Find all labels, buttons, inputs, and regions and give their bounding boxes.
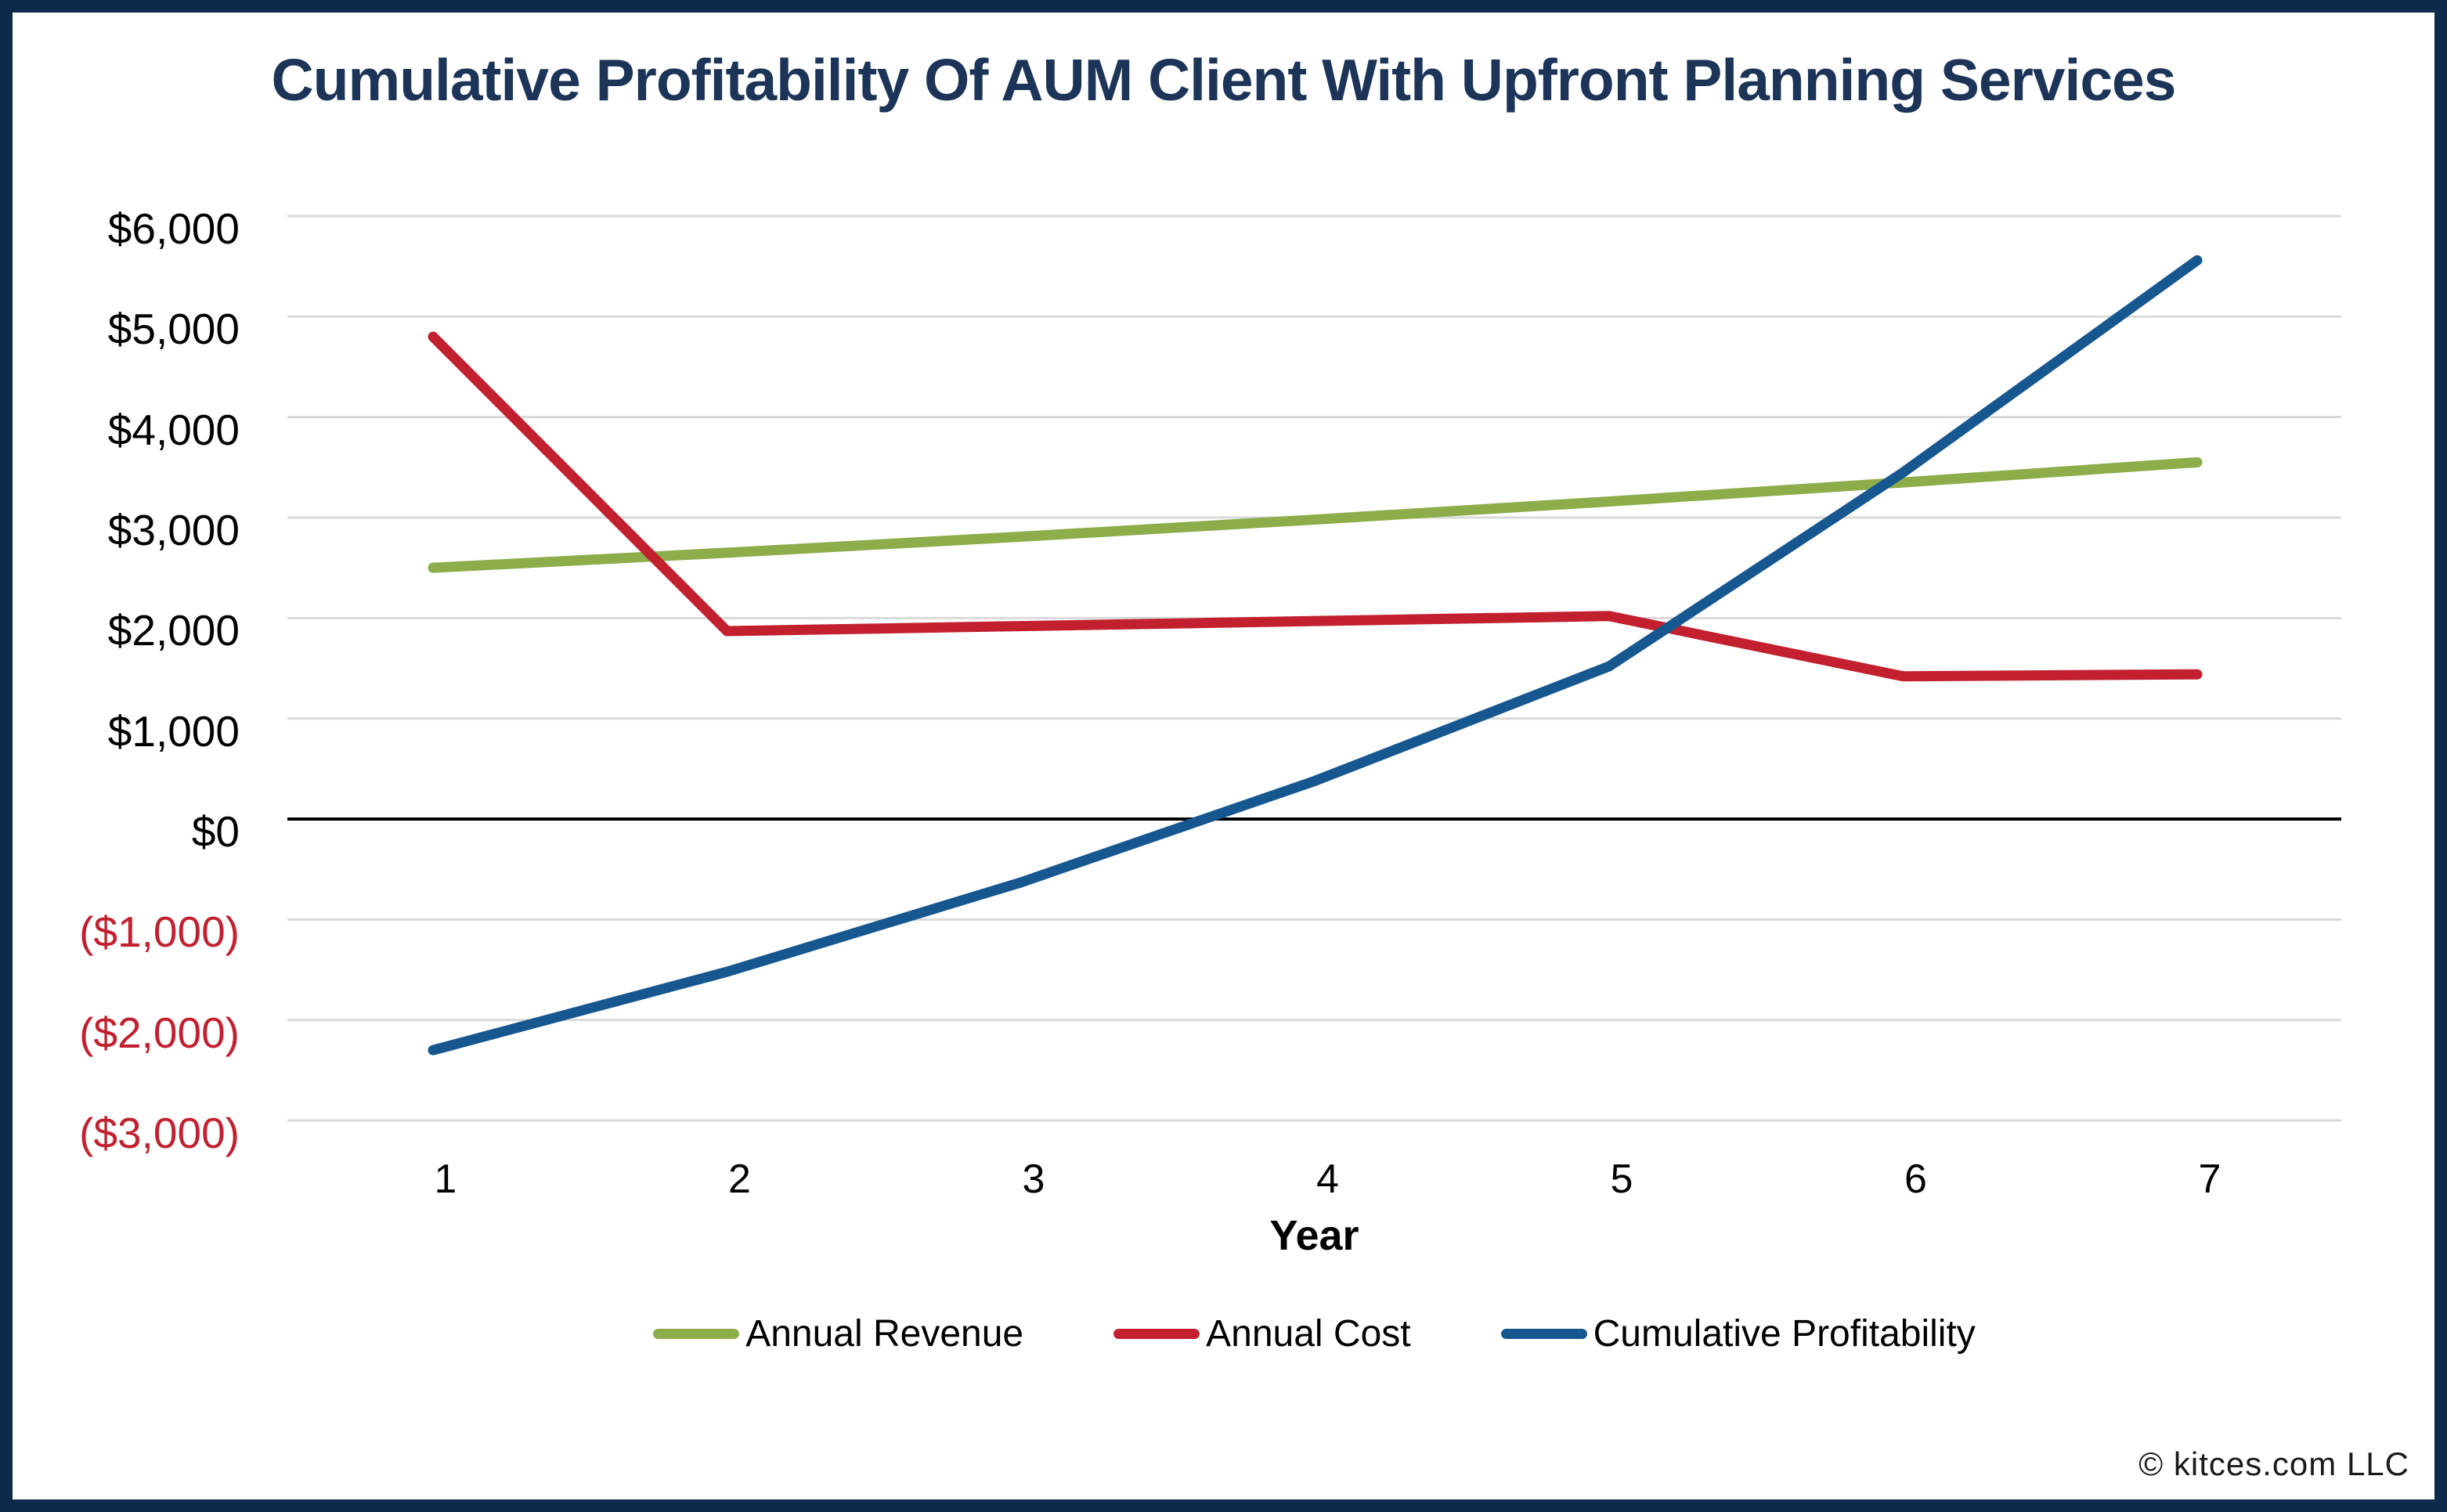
y-tick-label: $1,000 (107, 706, 240, 756)
legend-label: Annual Revenue (745, 1312, 1024, 1355)
x-tick-label: 5 (1610, 1157, 1633, 1202)
series-line-annual-cost (428, 331, 2203, 682)
y-tick-label: $0 (191, 807, 240, 856)
legend: Annual Revenue Annual Cost Cumulative Prof… (287, 1308, 2341, 1359)
x-tick-label: 2 (728, 1157, 751, 1202)
series-line-annual-revenue (428, 456, 2203, 573)
legend-item-annual-cost: Annual Cost (1113, 1312, 1411, 1355)
y-tick-label: $6,000 (107, 204, 240, 253)
y-tick-label: ($2,000) (79, 1008, 240, 1057)
legend-item-annual-revenue: Annual Revenue (653, 1312, 1023, 1355)
series-line-cumulative-profitability (428, 254, 2203, 1056)
x-tick-label: 4 (1316, 1157, 1339, 1202)
legend-swatch-icon (1500, 1328, 1587, 1339)
legend-swatch-icon (653, 1328, 740, 1339)
legend-label: Annual Cost (1206, 1312, 1411, 1355)
y-tick-label: $4,000 (107, 405, 240, 454)
legend-swatch-icon (1113, 1328, 1200, 1339)
x-axis-title: Year (1269, 1212, 1359, 1259)
plot-area (287, 215, 2341, 1122)
y-tick-label: $3,000 (107, 506, 240, 554)
y-tick-label: $5,000 (107, 305, 240, 354)
y-axis-labels: $6,000 $5,000 $4,000 $3,000 $2,000 $1,000 $0 ($… (13, 13, 240, 1499)
legend-item-cumulative-profitability: Cumulative Profitability (1500, 1312, 1976, 1355)
chart-title: Cumulative Profitability Of AUM Client W… (271, 47, 2177, 113)
copyright-text: © kitces.com LLC (2138, 1445, 2409, 1482)
x-tick-label: 3 (1022, 1157, 1045, 1202)
x-tick-label: 1 (434, 1157, 457, 1202)
legend-label: Cumulative Profitability (1593, 1312, 1976, 1355)
x-tick-label: 7 (2198, 1157, 2221, 1202)
y-tick-label: $2,000 (107, 606, 240, 655)
x-tick-label: 6 (1904, 1157, 1927, 1202)
y-tick-label: ($1,000) (79, 908, 240, 957)
y-tick-label: ($3,000) (79, 1109, 240, 1157)
